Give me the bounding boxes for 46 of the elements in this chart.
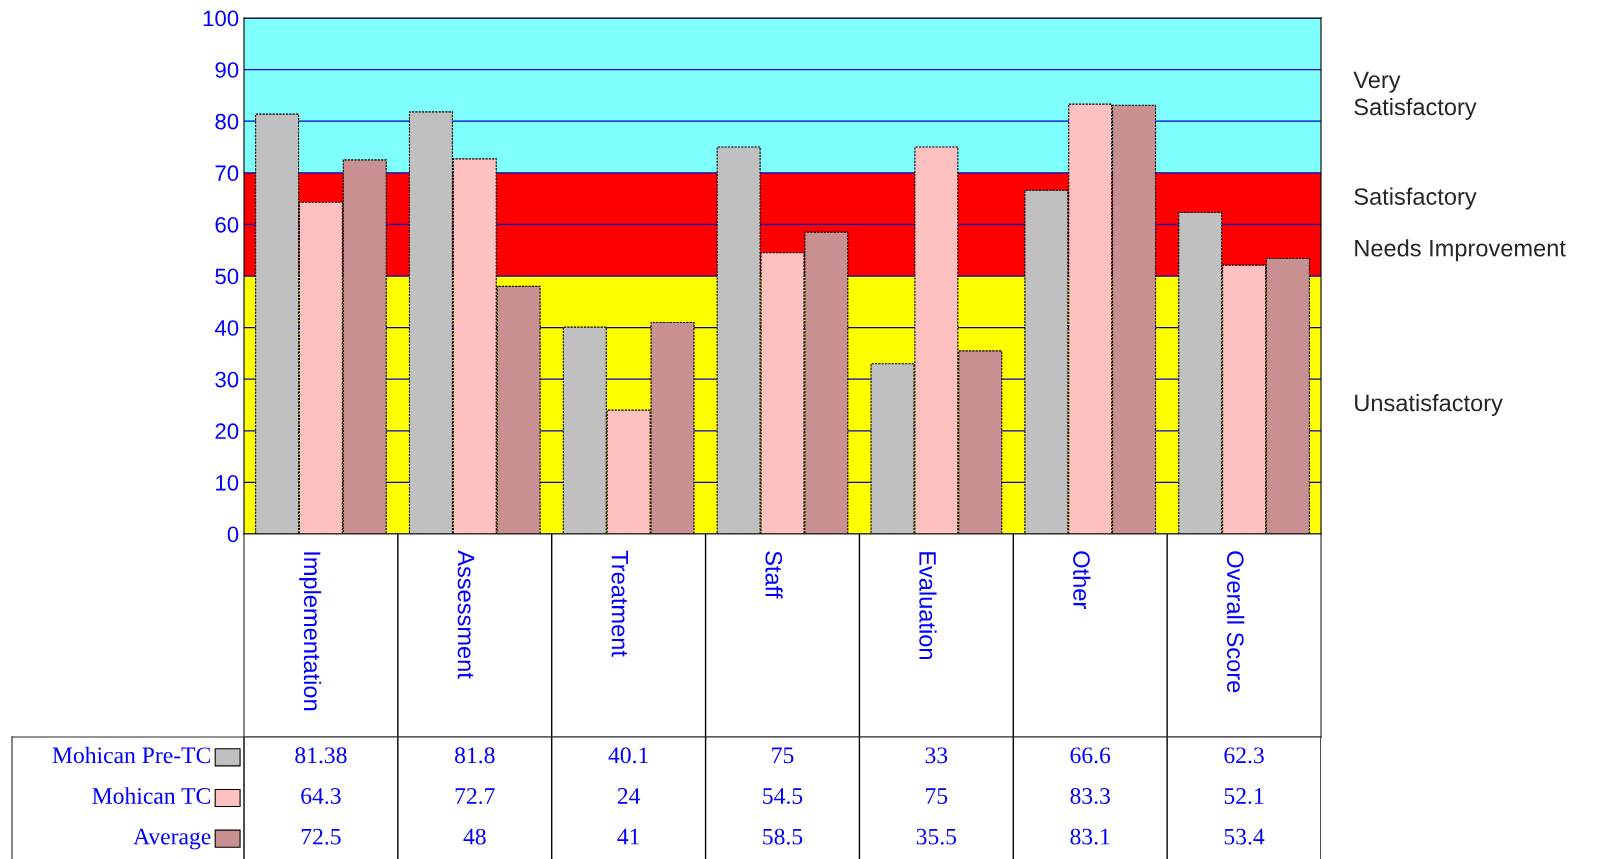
y-tick-label: 0: [227, 526, 239, 543]
x-tick-label: Overall Score: [1226, 551, 1245, 693]
y-tick-label: 20: [215, 423, 239, 440]
y-tick-label: 50: [215, 268, 239, 285]
data-label: 66.6: [1070, 747, 1111, 764]
y-tick-label: 90: [215, 62, 239, 78]
x-tick-label: Assessment: [457, 550, 475, 679]
data-label: 41: [617, 828, 640, 845]
data-label: 24: [617, 788, 641, 804]
data-label: 81.8: [455, 747, 495, 764]
y-tick-label: 70: [215, 165, 239, 182]
legend-label: Mohican Pre-TC: [52, 746, 210, 764]
data-label: 62.3: [1224, 747, 1264, 764]
data-label: 75: [772, 747, 794, 764]
data-label: 33: [925, 747, 948, 764]
data-label: 58.5: [763, 828, 803, 845]
y-tick-label: 40: [214, 320, 239, 336]
x-tick-label: Treatment: [611, 550, 629, 657]
y-tick-label: 100: [203, 10, 239, 27]
data-label: 83.3: [1070, 787, 1110, 805]
data-label: 53.4: [1224, 828, 1265, 845]
x-tick-label: Implementation: [299, 552, 322, 711]
x-tick-label: Other: [1073, 551, 1091, 609]
data-label: 48: [463, 828, 486, 845]
y-tick-label: 60: [215, 216, 239, 233]
band-label: Needs Improvement: [1355, 239, 1566, 262]
legend-label: Average: [133, 828, 211, 850]
x-tick-label: Staff: [765, 551, 783, 599]
data-label: 83.1: [1070, 828, 1110, 845]
y-tick-label: 10: [216, 474, 239, 491]
data-label: 52.1: [1224, 788, 1264, 805]
data-label: 72.5: [301, 828, 341, 845]
data-label: 54.5: [763, 788, 803, 805]
y-tick-label: 30: [215, 371, 239, 388]
data-label: 81.38: [295, 747, 347, 764]
x-tick-label: Evaluation: [919, 552, 937, 659]
data-label: 75: [926, 788, 948, 804]
data-label: 72.7: [455, 788, 495, 805]
data-label: 40.1: [608, 747, 648, 764]
band-label: Unsatisfactory: [1355, 393, 1503, 417]
data-label: 35.5: [916, 828, 957, 845]
legend-label: Mohican TC: [92, 787, 210, 804]
band-label: Very Satisfactory: [1353, 71, 1477, 120]
band-label: Satisfactory: [1354, 187, 1477, 210]
data-label: 64.3: [301, 788, 341, 805]
y-tick-label: 80: [215, 113, 239, 130]
